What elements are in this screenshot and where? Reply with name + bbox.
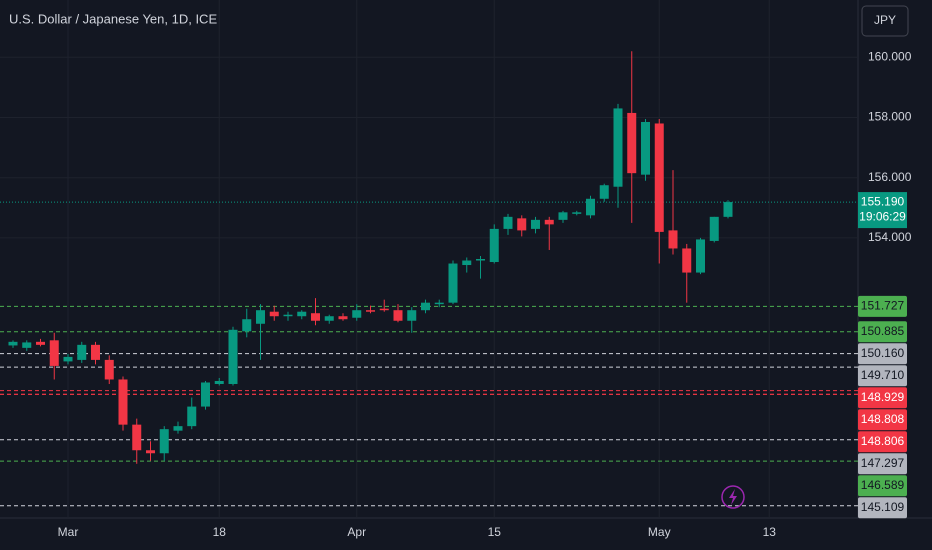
candle-body — [214, 380, 224, 384]
candle-body — [503, 216, 513, 229]
candle-body — [696, 239, 705, 273]
level-label: 148.808 — [861, 412, 905, 426]
candle-body — [558, 212, 568, 220]
candle-body — [586, 198, 595, 216]
candle-body — [421, 302, 430, 311]
candle-body — [269, 311, 279, 317]
level-label-box — [858, 321, 907, 343]
candle-body — [104, 359, 114, 380]
level-label-box — [858, 343, 907, 365]
currency-button-label[interactable]: JPY — [874, 13, 896, 27]
candle-body — [187, 406, 197, 427]
level-label: 146.589 — [861, 478, 905, 492]
candle-body — [462, 260, 472, 266]
candle-body — [407, 310, 417, 321]
level-label: 150.160 — [861, 346, 905, 360]
lightning-button[interactable] — [721, 485, 745, 509]
level-label-box — [858, 295, 907, 317]
candle-body — [77, 344, 87, 360]
level-label: 149.710 — [861, 368, 905, 382]
candle-body — [324, 316, 334, 321]
y-tick-label: 160.000 — [868, 49, 912, 63]
candle-body — [366, 310, 375, 312]
candle-body — [297, 311, 307, 317]
level-label-box — [858, 409, 907, 431]
x-tick-label: 13 — [763, 525, 777, 539]
candle-body — [476, 259, 485, 261]
candle-body — [338, 316, 348, 320]
plot-area — [0, 0, 858, 518]
candle-body — [159, 429, 169, 454]
level-label: 148.929 — [861, 390, 905, 404]
level-label-box — [858, 497, 907, 519]
candle-body — [379, 308, 389, 311]
level-label-box — [858, 387, 907, 409]
candle-body — [682, 248, 692, 273]
candle-body — [641, 121, 650, 175]
level-label: 145.109 — [861, 500, 905, 514]
candle-body — [448, 263, 458, 303]
candle-body — [544, 219, 554, 225]
level-label: 150.885 — [861, 324, 905, 338]
level-label: 147.297 — [861, 456, 905, 470]
candle-body — [709, 216, 719, 241]
candle-body — [132, 424, 142, 451]
candle-body — [49, 340, 59, 366]
level-label-box — [858, 431, 907, 453]
x-tick-label: 18 — [213, 525, 227, 539]
x-tick-label: Mar — [58, 525, 79, 539]
level-label: 151.727 — [861, 299, 905, 313]
level-label-box — [858, 475, 907, 497]
candle-body — [434, 302, 444, 305]
x-tick-label: Apr — [347, 525, 366, 539]
candle-body — [283, 314, 293, 317]
candle-body — [22, 342, 32, 348]
y-tick-label: 154.000 — [868, 230, 912, 244]
candle-body — [627, 112, 637, 174]
last-price-box — [858, 192, 907, 229]
candle-body — [173, 426, 183, 431]
last-price-label: 155.190 — [861, 194, 905, 208]
candle-body — [91, 344, 100, 360]
currency-button[interactable] — [861, 5, 909, 37]
candle-body — [311, 313, 320, 321]
level-label: 148.806 — [861, 434, 905, 448]
candle-body — [723, 202, 733, 217]
candle-body — [8, 341, 18, 346]
candle-body — [352, 310, 362, 318]
candle-body — [201, 382, 210, 407]
candle-body — [613, 108, 623, 187]
chart-title: U.S. Dollar / Japanese Yen, 1D, ICE — [9, 11, 217, 26]
level-label-box — [858, 365, 907, 387]
candle-body — [242, 319, 252, 332]
y-tick-label: 156.000 — [868, 170, 912, 184]
level-label-box — [858, 453, 907, 475]
candle-body — [517, 218, 527, 231]
candle-body — [393, 310, 403, 321]
candle-body — [36, 341, 45, 345]
x-tick-label: May — [648, 525, 671, 539]
candle-body — [572, 212, 582, 214]
candle-body — [531, 219, 540, 229]
candle-body — [256, 310, 265, 324]
candle-body — [63, 356, 73, 362]
candle-body — [228, 329, 238, 384]
y-tick-label: 158.000 — [868, 110, 912, 124]
candle-body — [668, 230, 678, 249]
candle-body — [489, 228, 499, 263]
x-tick-label: 15 — [488, 525, 502, 539]
countdown-label: 19:06:29 — [859, 209, 906, 223]
lightning-icon — [729, 489, 737, 505]
candle-body — [118, 379, 128, 425]
candle-body — [654, 123, 664, 232]
candle-body — [599, 185, 609, 199]
candle-body — [146, 450, 155, 454]
